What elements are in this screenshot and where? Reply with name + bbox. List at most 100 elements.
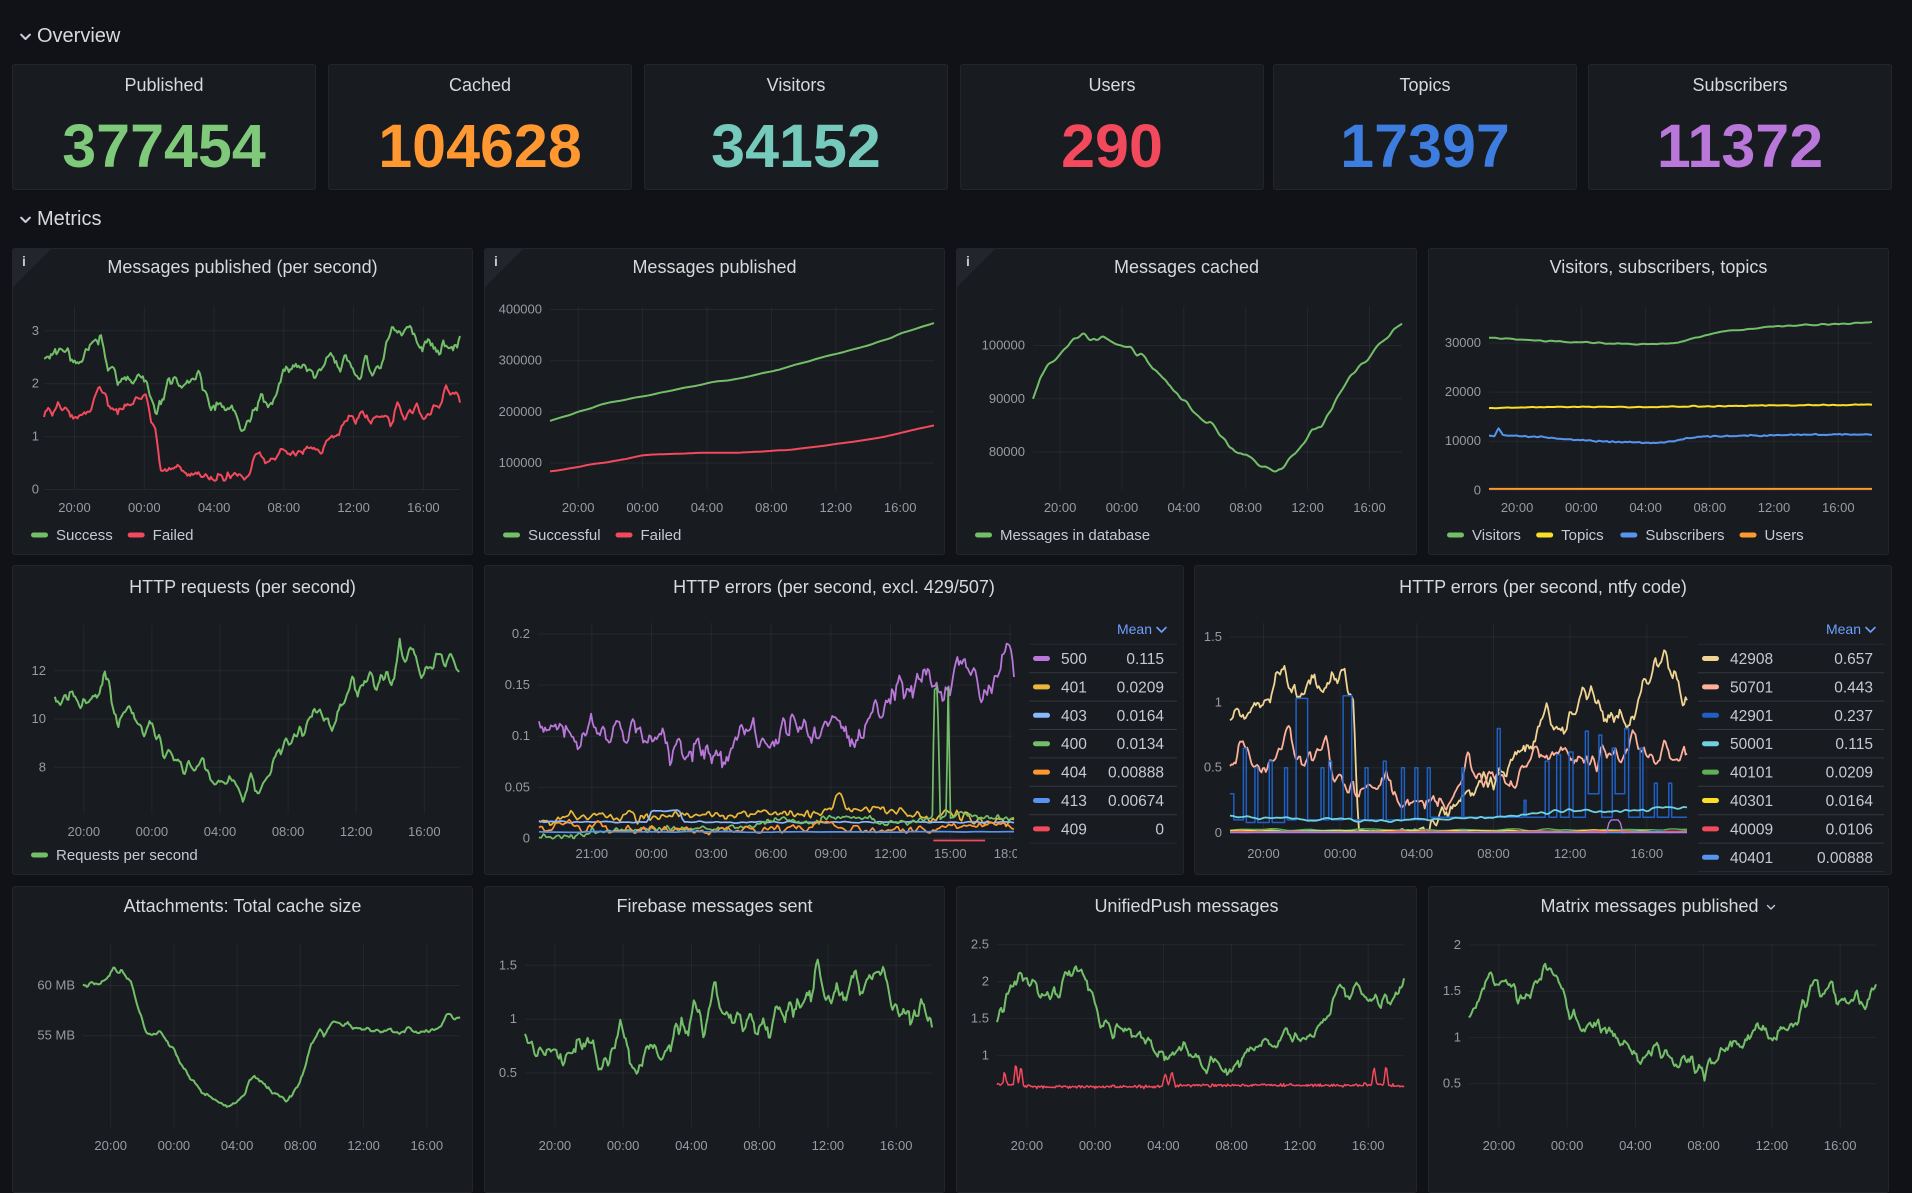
svg-text:04:00: 04:00 [675,1138,708,1153]
svg-text:00:00: 00:00 [1565,500,1598,515]
svg-text:50001: 50001 [1730,736,1773,753]
svg-text:04:00: 04:00 [691,500,724,515]
svg-text:0.00888: 0.00888 [1817,850,1873,867]
svg-text:90000: 90000 [989,391,1025,406]
svg-text:0.15: 0.15 [505,677,530,692]
svg-text:80000: 80000 [989,444,1025,459]
svg-text:08:00: 08:00 [1694,500,1727,515]
svg-text:20:00: 20:00 [1044,500,1077,515]
svg-text:04:00: 04:00 [1629,500,1662,515]
svg-text:00:00: 00:00 [158,1138,191,1153]
svg-text:20000: 20000 [1445,384,1481,399]
svg-text:1.5: 1.5 [971,1011,989,1026]
svg-text:04:00: 04:00 [198,500,231,515]
svg-text:0.05: 0.05 [505,779,530,794]
svg-text:0.0209: 0.0209 [1826,765,1873,782]
svg-text:1: 1 [982,1048,989,1063]
svg-text:400: 400 [1061,736,1087,753]
svg-text:08:00: 08:00 [1229,500,1262,515]
svg-text:08:00: 08:00 [755,500,788,515]
svg-text:0.0209: 0.0209 [1117,679,1164,696]
svg-text:00:00: 00:00 [635,846,668,861]
svg-text:00:00: 00:00 [1324,846,1357,861]
svg-text:0.00888: 0.00888 [1108,765,1164,782]
svg-text:Success: Success [56,527,113,544]
svg-text:403: 403 [1061,708,1087,725]
svg-text:16:00: 16:00 [1824,1138,1857,1153]
svg-text:20:00: 20:00 [1247,846,1280,861]
svg-text:0.0164: 0.0164 [1826,793,1874,810]
svg-text:Subscribers: Subscribers [1645,527,1724,544]
svg-text:30000: 30000 [1445,335,1481,350]
svg-text:12:00: 12:00 [1756,1138,1789,1153]
svg-text:16:00: 16:00 [1631,846,1664,861]
svg-text:12: 12 [32,663,46,678]
svg-text:00:00: 00:00 [1079,1138,1112,1153]
svg-text:20:00: 20:00 [539,1138,572,1153]
svg-text:Mean: Mean [1826,621,1861,637]
svg-text:0.115: 0.115 [1126,651,1164,668]
svg-text:12:00: 12:00 [347,1138,380,1153]
svg-text:0.0164: 0.0164 [1117,708,1165,725]
svg-text:20:00: 20:00 [1483,1138,1516,1153]
svg-text:60 MB: 60 MB [37,978,75,993]
svg-text:Failed: Failed [153,527,194,544]
svg-text:00:00: 00:00 [128,500,161,515]
svg-text:00:00: 00:00 [1551,1138,1584,1153]
svg-text:0.657: 0.657 [1834,651,1873,668]
svg-text:08:00: 08:00 [1687,1138,1720,1153]
svg-text:2: 2 [32,376,39,391]
svg-text:401: 401 [1061,679,1087,696]
svg-text:0.0134: 0.0134 [1117,736,1165,753]
svg-text:16:00: 16:00 [1352,1138,1385,1153]
svg-text:2: 2 [982,974,989,989]
svg-text:00:00: 00:00 [626,500,659,515]
svg-text:0.00674: 0.00674 [1108,793,1164,810]
svg-text:300000: 300000 [499,353,542,368]
svg-text:Successful: Successful [528,527,601,544]
svg-text:04:00: 04:00 [221,1138,254,1153]
svg-text:12:00: 12:00 [340,824,373,839]
svg-text:0.0106: 0.0106 [1826,821,1873,838]
svg-text:12:00: 12:00 [1758,500,1791,515]
svg-text:16:00: 16:00 [1353,500,1386,515]
svg-text:18:00: 18:00 [994,846,1027,861]
svg-text:200000: 200000 [499,404,542,419]
svg-text:0.5: 0.5 [1204,760,1222,775]
svg-text:16:00: 16:00 [407,500,440,515]
svg-text:Users: Users [1765,527,1804,544]
svg-text:1: 1 [1454,1029,1461,1044]
svg-text:3: 3 [32,323,39,338]
svg-text:20:00: 20:00 [94,1138,127,1153]
svg-text:40101: 40101 [1730,765,1773,782]
svg-text:12:00: 12:00 [820,500,853,515]
svg-text:8: 8 [39,759,46,774]
svg-text:1: 1 [1215,694,1222,709]
svg-text:04:00: 04:00 [1401,846,1434,861]
svg-text:i: i [22,253,26,269]
svg-text:10: 10 [32,711,46,726]
svg-text:50701: 50701 [1730,679,1773,696]
svg-text:Failed: Failed [641,527,682,544]
svg-text:20:00: 20:00 [1501,500,1534,515]
svg-text:1.5: 1.5 [1443,983,1461,998]
svg-text:Topics: Topics [1561,527,1604,544]
svg-text:0.1: 0.1 [512,728,530,743]
svg-text:100000: 100000 [982,338,1025,353]
svg-text:04:00: 04:00 [1147,1138,1180,1153]
svg-text:1: 1 [510,1011,517,1026]
svg-text:i: i [494,253,498,269]
svg-text:16:00: 16:00 [1822,500,1855,515]
svg-text:42901: 42901 [1730,708,1773,725]
svg-text:2: 2 [1454,937,1461,952]
svg-text:0.237: 0.237 [1834,708,1873,725]
svg-text:1.5: 1.5 [499,957,517,972]
svg-text:0.443: 0.443 [1834,679,1873,696]
svg-text:04:00: 04:00 [1619,1138,1652,1153]
svg-text:0.115: 0.115 [1835,736,1873,753]
svg-text:0.5: 0.5 [499,1065,517,1080]
svg-text:500: 500 [1061,651,1087,668]
svg-text:0: 0 [1474,482,1481,497]
svg-text:400000: 400000 [499,302,542,317]
svg-text:20:00: 20:00 [562,500,595,515]
